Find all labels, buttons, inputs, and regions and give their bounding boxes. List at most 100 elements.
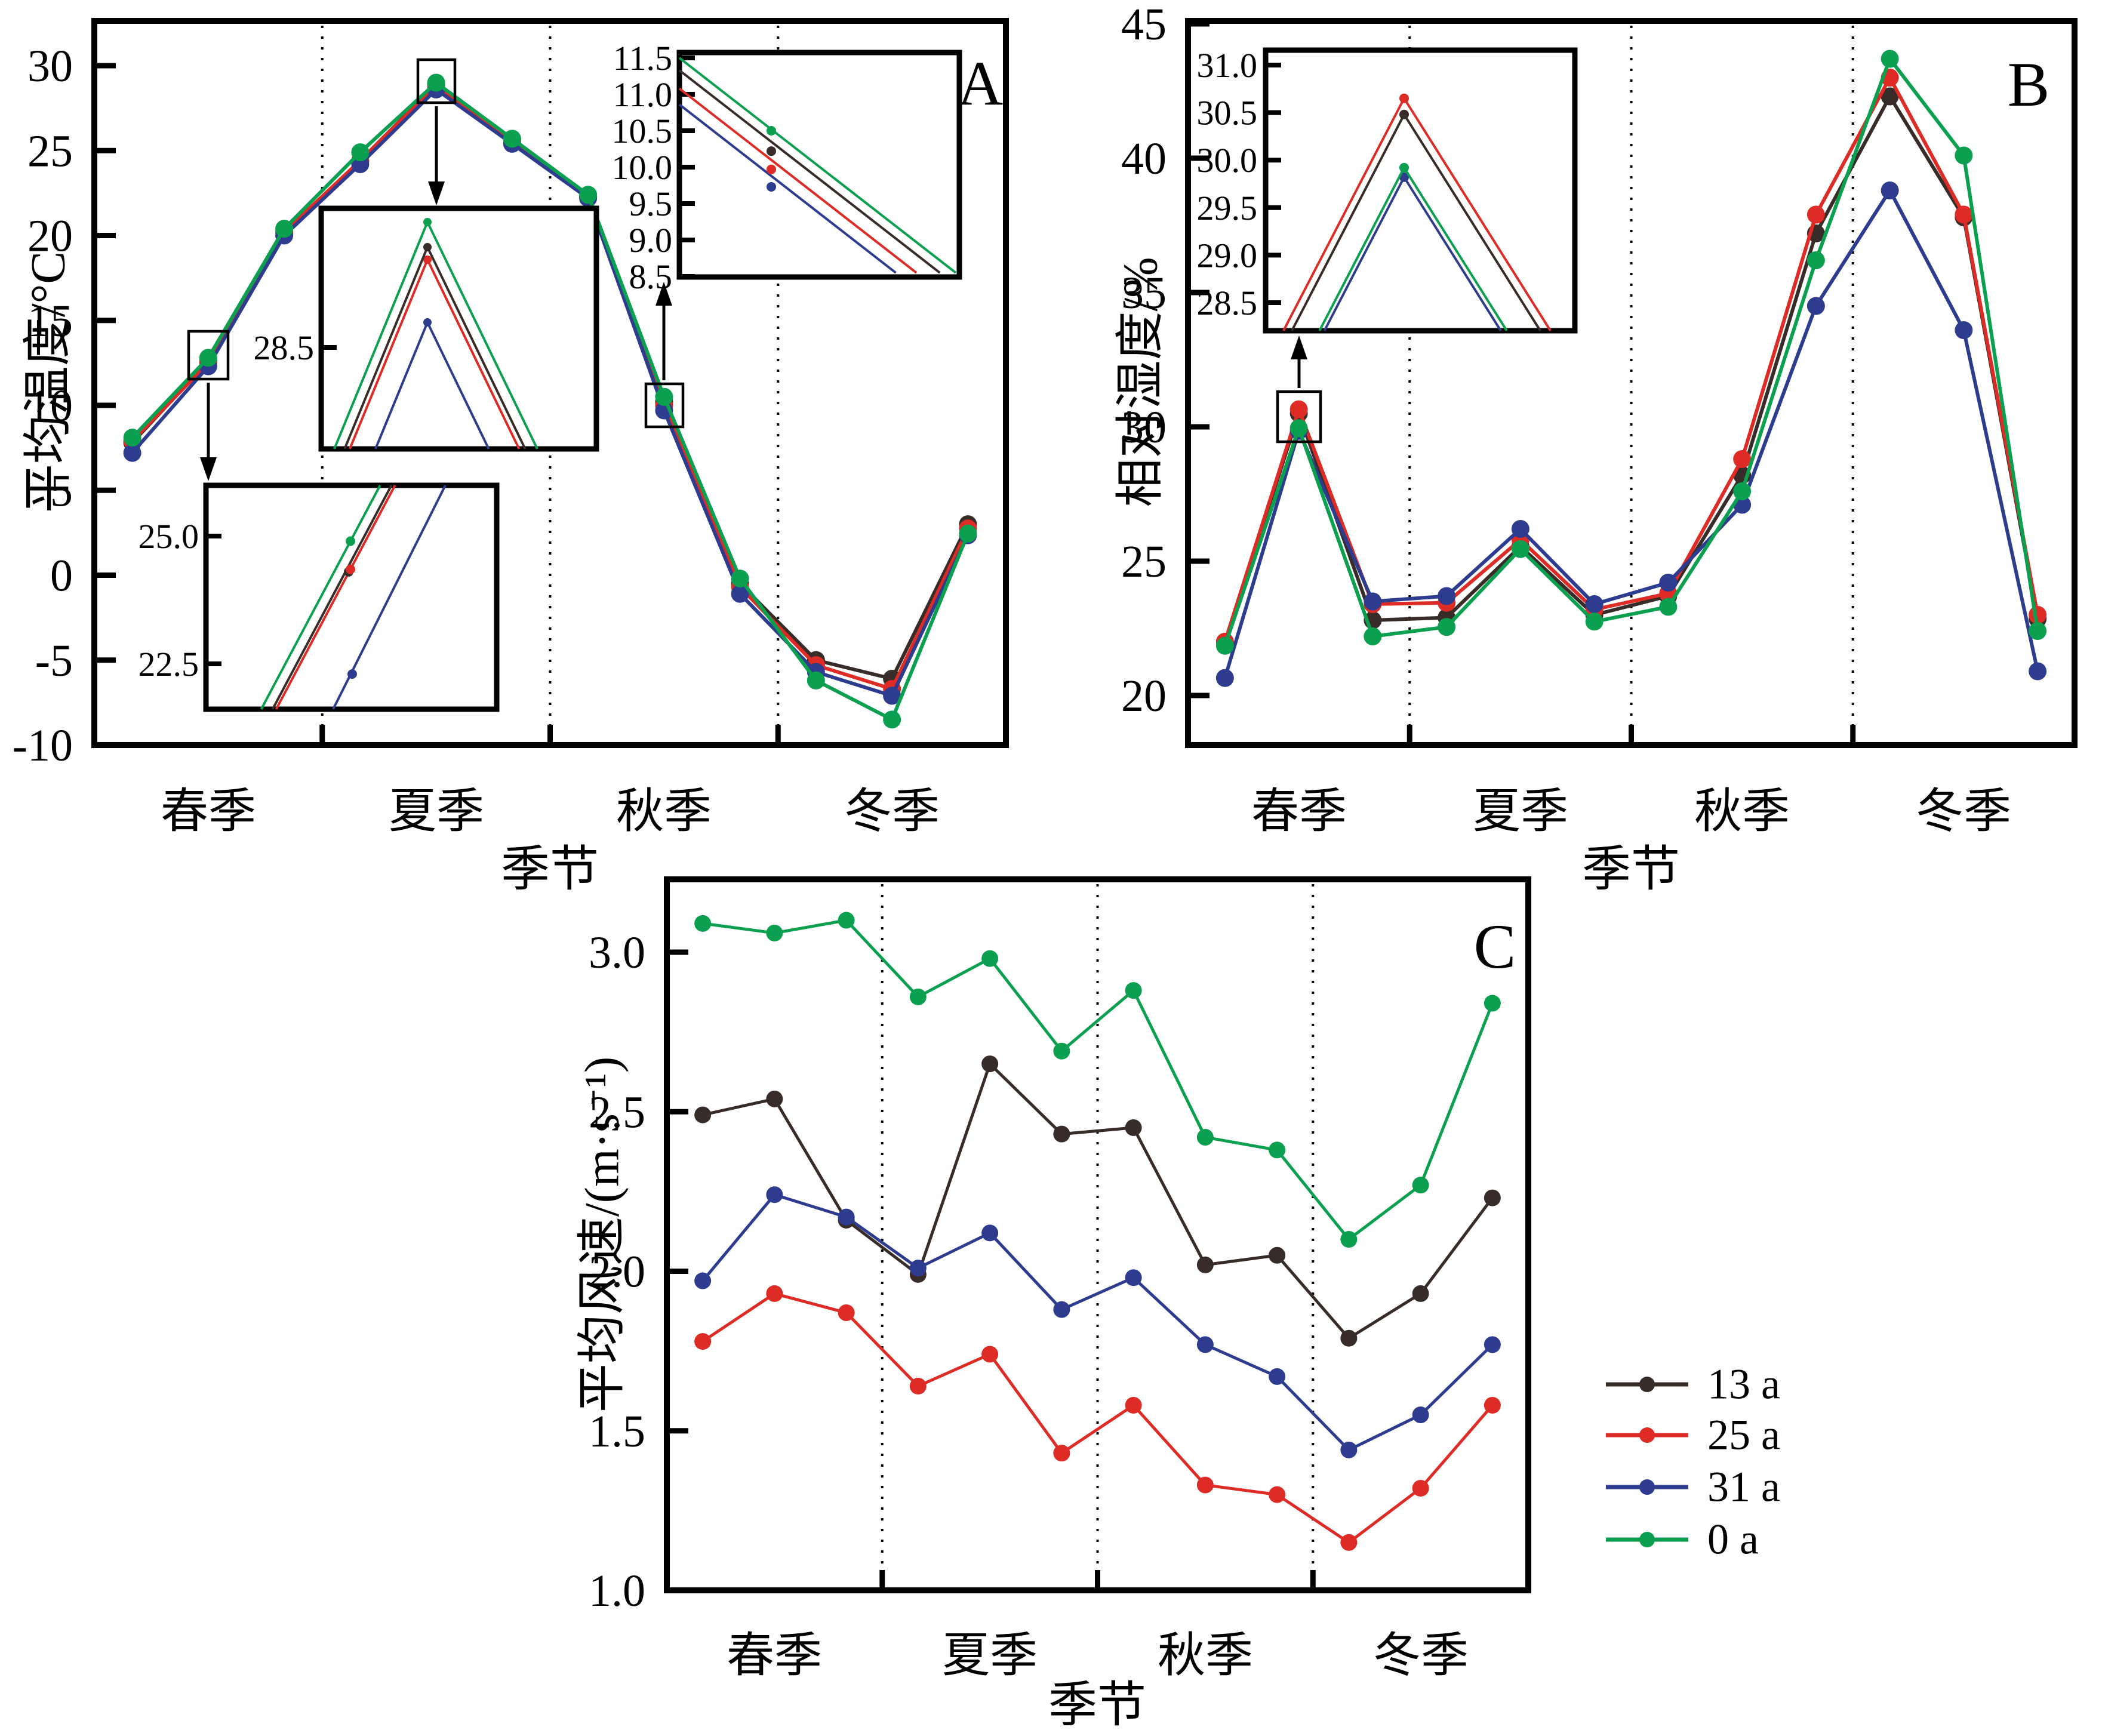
y-tick-label: 10	[27, 381, 73, 431]
chart-b-x-axis-title: 季节	[1581, 842, 1681, 897]
zoom-callout-box	[416, 58, 457, 104]
data-point-0a	[1340, 1231, 1358, 1248]
data-point-0a	[694, 915, 712, 932]
plot-border	[1185, 18, 2078, 748]
inset-data-point	[767, 126, 776, 136]
data-point-0a	[1955, 146, 1973, 165]
data-point-31a	[883, 687, 901, 705]
y-tick-label: -5	[35, 636, 73, 686]
data-point-13a	[1053, 1125, 1070, 1143]
data-point-13a	[1412, 1285, 1429, 1302]
inset-plot	[318, 205, 599, 452]
series-line-0a	[131, 80, 970, 722]
chart-c-season-winter: 冬季	[1373, 1630, 1469, 1682]
data-point-13a	[1125, 1119, 1142, 1136]
chart-a-season-summer: 夏季	[389, 786, 484, 838]
data-point-0a	[1511, 540, 1529, 558]
data-point-13a	[1881, 87, 1899, 106]
y-tick-label: 3.0	[589, 928, 645, 978]
zoom-callout-box	[187, 330, 230, 381]
inset-y-tick-label: 31.0	[1197, 46, 1258, 85]
y-tick-label: 40	[1121, 134, 1167, 184]
data-point-0a	[351, 143, 370, 162]
data-point-25a	[1053, 1445, 1070, 1462]
data-point-0a	[766, 924, 783, 941]
inset-data-point	[346, 564, 355, 574]
chart-c-season-spring: 春季	[727, 1630, 822, 1682]
y-tick-label: 0	[50, 551, 73, 601]
chart-a-season-winter: 冬季	[844, 786, 940, 838]
inset-y-tick-label: 9.0	[629, 221, 673, 260]
chart-c: 3.0 2.5 2.0 1.5 1.0	[589, 876, 1531, 1616]
inset-data-point	[767, 181, 776, 192]
data-point-25a	[909, 1377, 927, 1395]
inset-line	[260, 485, 381, 710]
data-point-25a	[1269, 1486, 1286, 1503]
y-tick-label: 15	[27, 296, 73, 346]
legend-label-31a: 31 a	[1707, 1463, 1780, 1511]
chart-c-y-axis-title: 平均风速/(m·s⁻¹)	[574, 1056, 629, 1413]
inset-y-tick-label: 10.0	[612, 148, 673, 187]
inset-y-tick-label: 28.5	[1197, 284, 1258, 322]
data-point-31a	[1955, 321, 1973, 339]
chart-c-x-axis-title: 季节	[1048, 1677, 1147, 1732]
inset-y-tick-label: 29.0	[1197, 236, 1258, 275]
data-point-31a	[766, 1186, 783, 1203]
inset-y-tick-label: 10.5	[612, 112, 673, 150]
data-point-31a	[1125, 1269, 1142, 1286]
chart-b: 45 40 35 30 25 20	[1121, 0, 2078, 748]
inset-y-tick-label: 22.5	[139, 645, 199, 684]
data-point-25a	[1806, 205, 1825, 224]
data-point-0a	[883, 710, 901, 729]
data-point-25a	[981, 1346, 999, 1363]
data-point-0a	[123, 429, 141, 447]
data-point-31a	[1364, 592, 1382, 611]
y-tick-label: 35	[1121, 268, 1167, 318]
inset-y-tick-label: 9.5	[629, 184, 673, 223]
data-point-0a	[199, 349, 217, 367]
chart-c-season-summer: 夏季	[942, 1630, 1038, 1682]
chart-b-season-summer: 夏季	[1473, 786, 1568, 838]
inset-line	[678, 69, 941, 274]
data-point-13a	[1196, 1256, 1214, 1273]
data-point-31a	[1412, 1406, 1429, 1424]
legend-label-13a: 13 a	[1707, 1360, 1780, 1408]
inset-line	[275, 485, 396, 710]
inset-data-point	[346, 536, 355, 546]
inset-line	[678, 87, 918, 274]
chart-a: 30 25 20 15 10 5 0 -5 -10	[13, 18, 1009, 771]
data-point-31a	[123, 444, 141, 462]
data-point-25a	[694, 1333, 712, 1350]
data-point-0a	[1733, 482, 1752, 500]
inset-line	[678, 103, 897, 274]
inset-data-point	[423, 243, 432, 251]
y-tick-label: 20	[27, 211, 73, 261]
data-point-25a	[1125, 1396, 1142, 1414]
data-point-0a	[909, 988, 927, 1005]
zoom-callout-box	[1276, 390, 1322, 444]
data-point-13a	[981, 1055, 999, 1073]
chart-c-season-autumn: 秋季	[1158, 1630, 1253, 1682]
data-point-0a	[579, 186, 598, 204]
y-tick-label: 25	[1121, 537, 1167, 587]
inset-data-point	[1399, 162, 1409, 173]
chart-a-x-axis-title: 季节	[500, 842, 599, 897]
data-point-31a	[1484, 1336, 1501, 1353]
inset-y-tick-label: 11.5	[613, 39, 672, 78]
data-point-0a	[1269, 1141, 1286, 1159]
data-point-31a	[731, 584, 749, 603]
data-point-0a	[1125, 982, 1142, 999]
y-tick-label: 2.0	[589, 1247, 645, 1297]
data-point-31a	[1881, 181, 1899, 199]
panel-label-c: C	[1473, 912, 1516, 981]
data-point-0a	[959, 524, 977, 543]
data-point-31a	[1511, 520, 1529, 538]
inset-data-point	[1399, 109, 1409, 119]
legend-marker-31a	[1639, 1479, 1655, 1495]
chart-b-y-axis-title: 相对湿度/%	[1113, 257, 1168, 507]
chart-a-y-axis-title: 平均温度/°C	[20, 251, 75, 513]
data-point-25a	[838, 1304, 855, 1321]
y-tick-label: 30	[27, 41, 73, 91]
